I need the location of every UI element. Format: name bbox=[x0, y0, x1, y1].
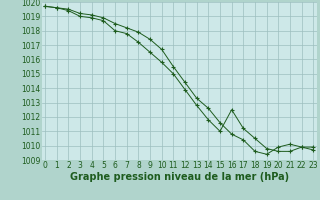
X-axis label: Graphe pression niveau de la mer (hPa): Graphe pression niveau de la mer (hPa) bbox=[70, 172, 289, 182]
